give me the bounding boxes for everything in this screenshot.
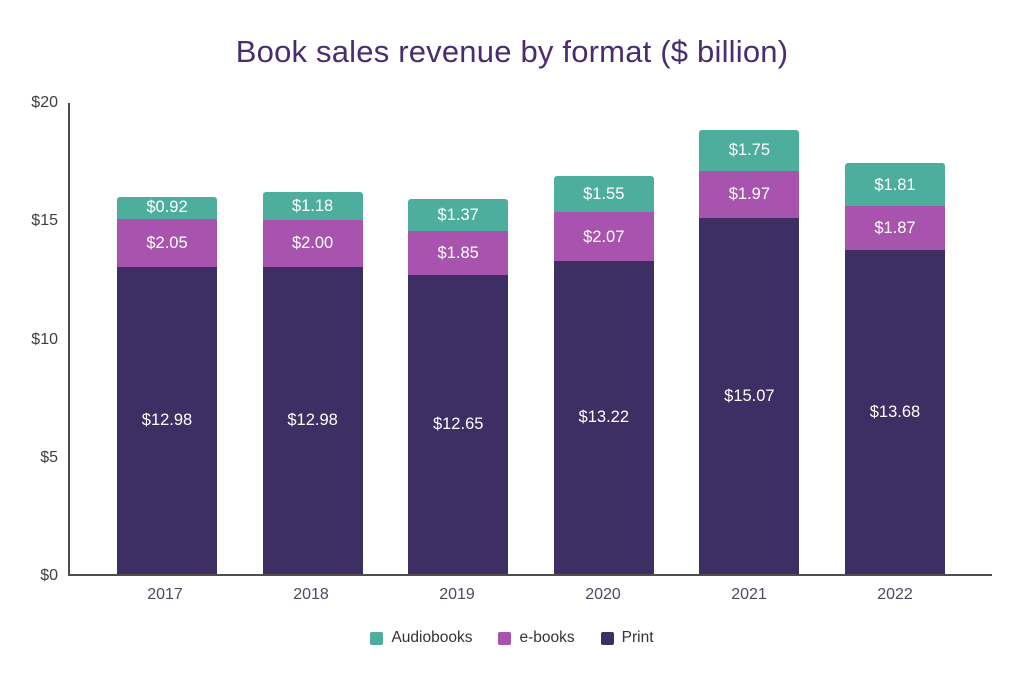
bar-segment-print-2018: $12.98 — [262, 267, 363, 574]
bar-segment-audiobooks-2022: $1.81 — [844, 163, 945, 207]
bar-segment-e-books-2021: $1.97 — [699, 171, 800, 218]
y-axis-tick-label: $10 — [31, 330, 58, 348]
x-axis-tick-label-2022: 2022 — [877, 586, 913, 603]
bar-2017: $0.92 $2.05 $12.98 — [117, 196, 217, 574]
legend-item-print: Print — [600, 629, 654, 647]
y-axis-tick-label: $20 — [31, 94, 58, 111]
bar-value-label: $1.75 — [728, 141, 771, 160]
bar-2020: $1.55 $2.07 $13.22 — [553, 175, 654, 574]
bar-value-label: $1.37 — [437, 205, 479, 224]
bar-segment-audiobooks-2021: $1.75 — [699, 129, 800, 172]
y-axis-tick-label: $15 — [31, 212, 58, 230]
legend-label: Audiobooks — [391, 629, 473, 646]
legend-swatch-icon — [600, 631, 614, 645]
bar-segment-print-2017: $12.98 — [117, 267, 217, 574]
bar-segment-print-2021: $15.07 — [699, 217, 800, 574]
y-axis-tick-label: $5 — [40, 448, 58, 466]
bar-segment-audiobooks-2020: $1.55 — [553, 175, 654, 213]
x-axis-tick-label-2018: 2018 — [293, 586, 329, 603]
bar-2018: $1.18 $2.00 $12.98 — [262, 191, 363, 574]
x-axis-tick-label-2021: 2021 — [731, 586, 767, 603]
bar-value-label: $13.68 — [869, 402, 921, 421]
bar-value-label: $1.55 — [583, 184, 625, 203]
bar-segment-e-books-2017: $2.05 — [117, 218, 217, 268]
x-axis-tick-label-2017: 2017 — [147, 586, 183, 603]
bar-segment-e-books-2018: $2.00 — [262, 219, 363, 268]
bar-value-label: $1.87 — [874, 219, 916, 238]
bar-value-label: $12.65 — [432, 415, 484, 434]
legend-swatch-icon — [370, 631, 384, 645]
bar-2021: $1.75 $1.97 $15.07 — [699, 129, 800, 574]
bar-value-label: $2.07 — [583, 227, 625, 246]
bar-value-label: $1.81 — [874, 175, 916, 194]
bar-segment-e-books-2020: $2.07 — [553, 212, 654, 262]
chart-legend: Audiobooks e-books Print — [0, 629, 1024, 647]
legend-item-e-books: e-books — [498, 629, 575, 647]
bar-segment-audiobooks-2019: $1.37 — [408, 198, 509, 232]
bar-value-label: $1.85 — [437, 243, 479, 262]
bar-value-label: $1.18 — [291, 196, 334, 215]
bar-segment-print-2020: $13.22 — [553, 261, 654, 574]
bar-segment-print-2019: $12.65 — [408, 274, 509, 574]
bar-value-label: $12.98 — [287, 411, 338, 430]
x-axis-tick-label-2020: 2020 — [585, 586, 621, 603]
bar-segment-audiobooks-2018: $1.18 — [262, 191, 363, 220]
bar-value-label: $15.07 — [724, 386, 775, 405]
bar-value-label: $2.05 — [146, 233, 188, 252]
legend-swatch-icon — [498, 631, 512, 645]
bar-value-label: $1.97 — [728, 185, 771, 204]
legend-label: Print — [621, 629, 654, 646]
bar-segment-print-2022: $13.68 — [844, 250, 945, 574]
bar-2022: $1.81 $1.87 $13.68 — [844, 163, 945, 574]
plot-area: $0.92 $2.05 $12.98 $1.18 $2.00 $12.98 $1.37 $1.… — [68, 103, 992, 576]
bar-value-label: $2.00 — [291, 234, 334, 253]
chart-title: Book sales revenue by format ($ billion) — [235, 34, 789, 69]
y-axis-tick-label: $0 — [40, 567, 58, 584]
bar-value-label: $0.92 — [146, 198, 188, 217]
bar-value-label: $12.98 — [141, 411, 193, 430]
bar-segment-e-books-2022: $1.87 — [844, 206, 945, 251]
bar-segment-e-books-2019: $1.85 — [408, 231, 509, 275]
legend-label: e-books — [519, 629, 575, 646]
bar-2019: $1.37 $1.85 $12.65 — [408, 198, 509, 574]
bar-segment-audiobooks-2017: $0.92 — [117, 196, 217, 219]
bar-value-label: $13.22 — [578, 408, 630, 427]
legend-item-audiobooks: Audiobooks — [370, 629, 472, 647]
x-axis-tick-label-2019: 2019 — [439, 586, 475, 603]
